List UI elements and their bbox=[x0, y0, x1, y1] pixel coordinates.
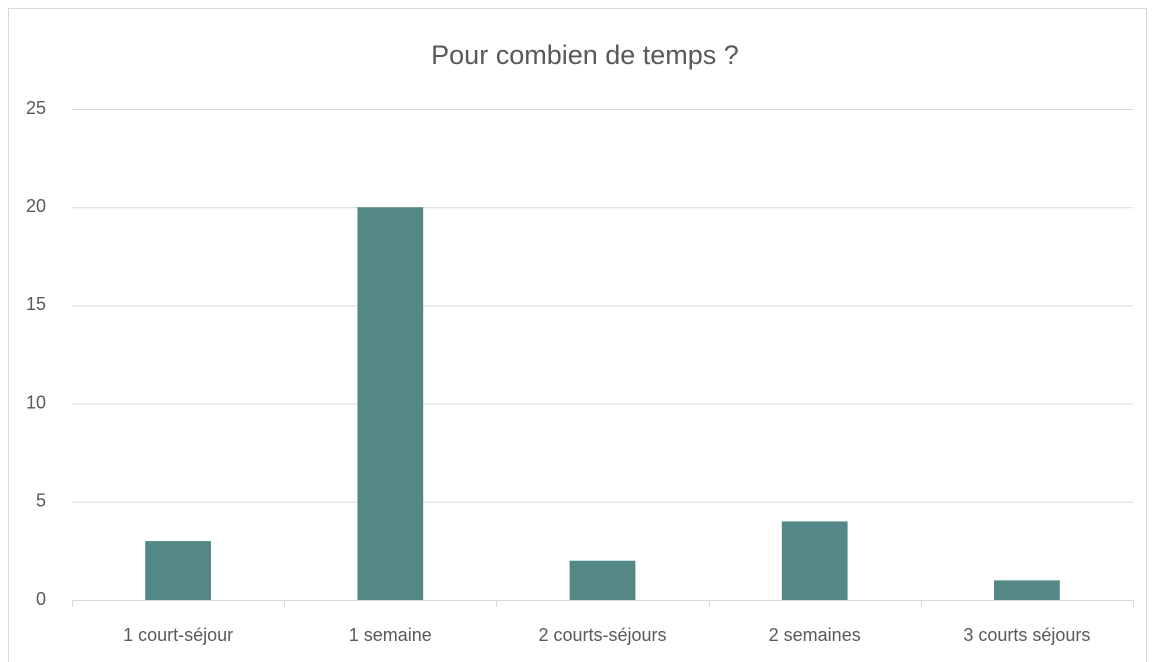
y-tick-label: 20 bbox=[26, 196, 46, 216]
y-tick-label: 10 bbox=[26, 392, 46, 412]
bar bbox=[145, 541, 211, 600]
x-tick-label: 1 semaine bbox=[349, 625, 432, 645]
x-tick-label: 2 courts-séjours bbox=[538, 625, 666, 645]
x-tick-label: 3 courts séjours bbox=[963, 625, 1090, 645]
chart-title: Pour combien de temps ? bbox=[431, 40, 739, 70]
y-tick-label: 0 bbox=[36, 589, 46, 609]
bar bbox=[569, 560, 636, 600]
bar bbox=[994, 580, 1060, 600]
y-tick-label: 25 bbox=[26, 98, 46, 118]
bar bbox=[357, 207, 424, 600]
y-tick-label: 15 bbox=[26, 294, 46, 314]
y-tick-label: 5 bbox=[36, 491, 46, 511]
x-tick-label: 1 court-séjour bbox=[123, 625, 233, 645]
x-tick-label: 2 semaines bbox=[769, 625, 861, 645]
bar bbox=[781, 521, 848, 600]
